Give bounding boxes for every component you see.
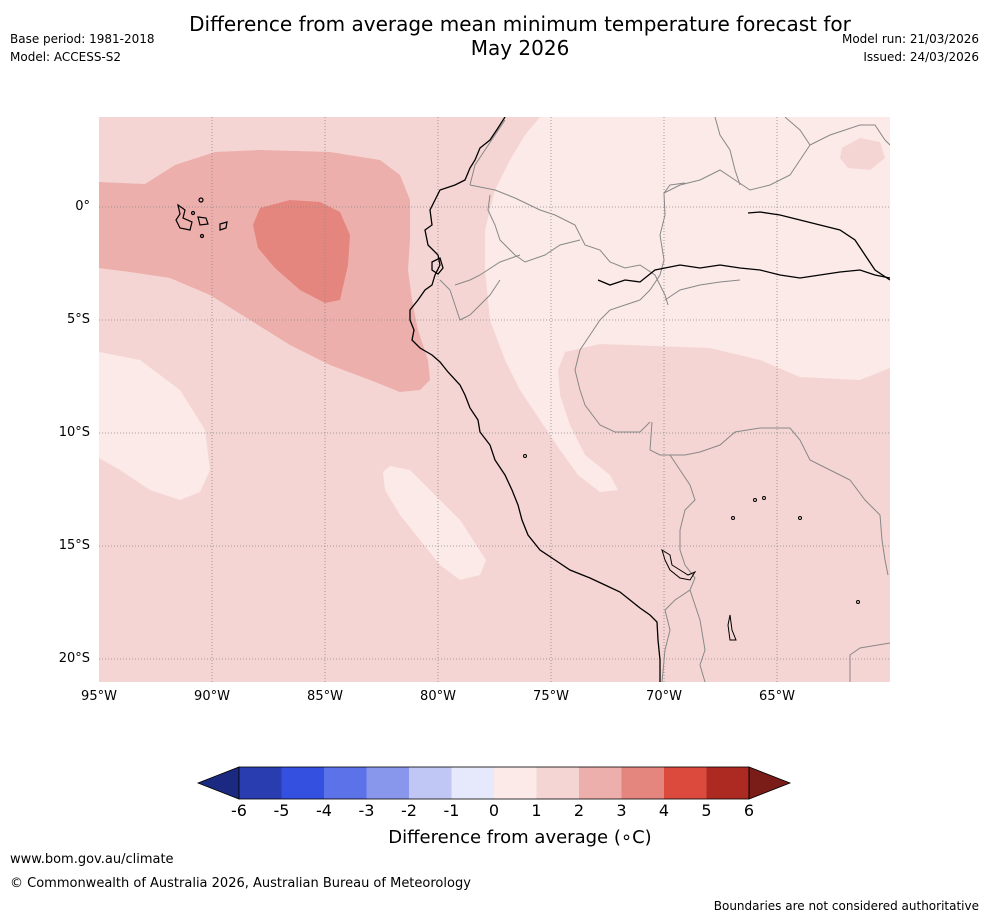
map-area	[99, 117, 890, 682]
colorbar-tick-label: 4	[658, 801, 670, 820]
colorbar-segment	[536, 767, 579, 799]
colorbar-tick-label: 2	[573, 801, 585, 820]
colorbar-segment	[324, 767, 367, 799]
lon-label-80w: 80°W	[420, 689, 456, 704]
title-line-1: Difference from average mean minimum tem…	[189, 12, 851, 36]
colorbar-segment	[409, 767, 452, 799]
lon-label-70w: 70°W	[646, 689, 682, 704]
colorbar-segment	[579, 767, 622, 799]
colorbar	[196, 766, 792, 800]
colorbar-tick-label: -2	[401, 801, 417, 820]
coastline	[409, 117, 890, 682]
lat-label-10s: 10°S	[58, 425, 90, 440]
colorbar-tick-label: -1	[443, 801, 460, 820]
colorbar-segment	[621, 767, 664, 799]
colorbar-segment	[706, 767, 749, 799]
colorbar-outline	[238, 766, 750, 800]
meta-left: Base period: 1981-2018 Model: ACCESS-S2	[10, 31, 155, 67]
anomaly-2-3	[99, 150, 430, 392]
anomaly-0-1-central	[383, 466, 486, 580]
graticule	[99, 117, 890, 682]
colorbar-extend-high	[748, 766, 792, 800]
colorbar-segment	[366, 767, 409, 799]
boundary-disclaimer: Boundaries are not considered authoritat…	[713, 899, 979, 913]
colorbar-tick-label: 1	[531, 801, 542, 820]
colorbar-tick-label: 5	[701, 801, 712, 820]
lat-label-15s: 15°S	[58, 538, 90, 553]
country-borders	[439, 117, 890, 682]
anomaly-3-4	[253, 200, 350, 303]
lon-label-95w: 95°W	[81, 689, 117, 704]
lat-label-5s: 5°S	[66, 312, 90, 327]
model-name: Model: ACCESS-S2	[10, 50, 122, 64]
lat-label-20s: 20°S	[58, 651, 90, 666]
lat-label-0: 0°	[75, 199, 90, 214]
colorbar-tick-label: -4	[316, 801, 332, 820]
anomaly-0-1-east	[485, 117, 890, 492]
lon-label-85w: 85°W	[307, 689, 343, 704]
lakes	[523, 454, 860, 641]
colorbar-tick-label: -5	[273, 801, 290, 820]
colorbar-title: Difference from average (∘C)	[388, 827, 652, 848]
colorbar-tick-label: -6	[231, 801, 247, 820]
colorbar-tick-label: 6	[743, 801, 755, 820]
base-period: Base period: 1981-2018	[10, 32, 155, 46]
lon-label-65w: 65°W	[759, 689, 795, 704]
colorbar-tick-label: -3	[358, 801, 375, 820]
website-link[interactable]: www.bom.gov.au/climate	[10, 852, 174, 867]
model-run-date: Model run: 21/03/2026	[841, 32, 979, 46]
title-line-2: May 2026	[470, 36, 570, 60]
copyright-notice: © Commonwealth of Australia 2026, Austra…	[10, 876, 471, 891]
anomaly-0-1-west	[99, 352, 210, 500]
meta-right: Model run: 21/03/2026 Issued: 24/03/2026	[842, 31, 979, 67]
anomaly-1-2-patch	[840, 138, 885, 170]
colorbar-extend-low	[196, 766, 240, 800]
colorbar-tick-label: 0	[488, 801, 500, 820]
issued-date: Issued: 24/03/2026	[863, 50, 979, 64]
map-title: Difference from average mean minimum tem…	[150, 12, 890, 60]
lon-label-90w: 90°W	[194, 689, 230, 704]
colorbar-segment	[281, 767, 324, 799]
colorbar-segment	[494, 767, 537, 799]
lon-label-75w: 75°W	[533, 689, 569, 704]
galapagos-islands	[175, 197, 228, 239]
colorbar-segment	[664, 767, 707, 799]
colorbar-segment	[451, 767, 494, 799]
colorbar-segment	[239, 767, 282, 799]
colorbar-tick-label: 3	[616, 801, 627, 820]
